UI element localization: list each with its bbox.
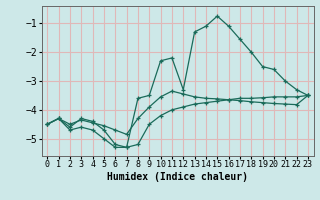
X-axis label: Humidex (Indice chaleur): Humidex (Indice chaleur) bbox=[107, 172, 248, 182]
